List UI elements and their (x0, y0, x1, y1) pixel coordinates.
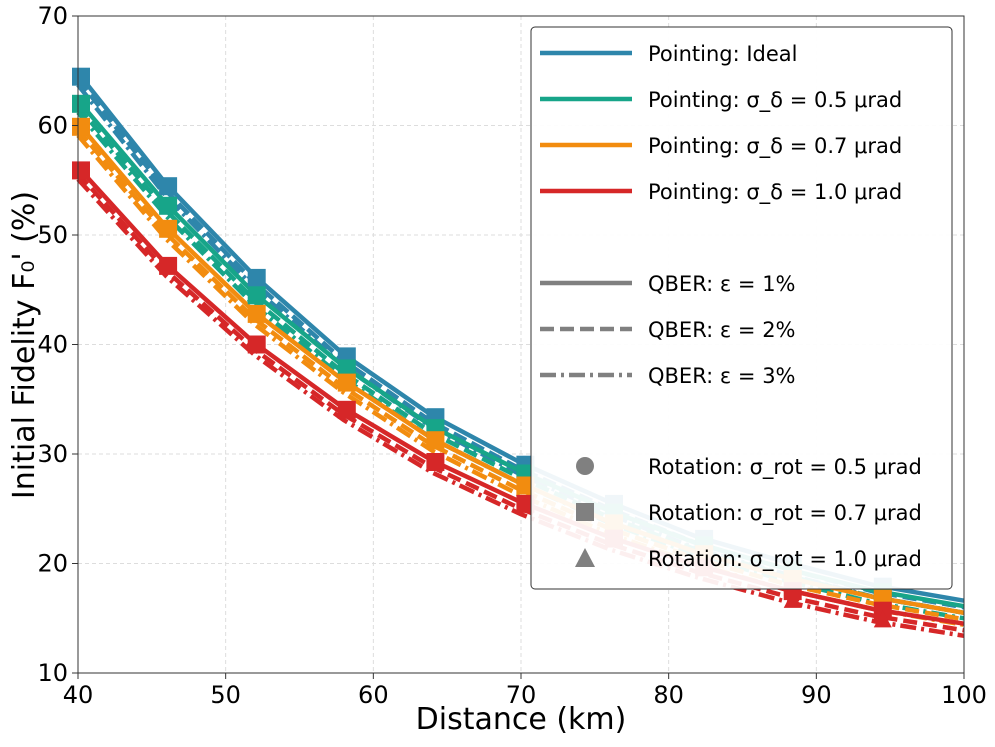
series-marker-square (247, 286, 266, 305)
series-marker-square (72, 161, 90, 180)
legend-label-rotation: Rotation: σ_rot = 1.0 μrad (648, 547, 922, 572)
legend-marker-square (576, 503, 594, 521)
legend-marker-triangle (575, 548, 595, 567)
legend-label-pointing: Pointing: Ideal (648, 42, 798, 66)
series-line-3-qber-2 (76, 128, 965, 622)
series-marker-square (159, 256, 178, 275)
legend-marker-circle (576, 457, 594, 475)
series-marker-square (247, 268, 266, 287)
series-marker-square (247, 304, 266, 323)
x-axis-label: Distance (km) (416, 702, 627, 737)
y-tick-label: 20 (37, 550, 68, 578)
series-marker-square (516, 476, 535, 495)
legend-label-qber: QBER: ε = 2% (648, 318, 796, 342)
x-tick-label: 100 (941, 681, 987, 709)
legend-label-rotation: Rotation: σ_rot = 0.7 μrad (648, 501, 922, 526)
legend-label-rotation: Rotation: σ_rot = 0.5 μrad (648, 455, 922, 480)
y-tick-label: 70 (37, 2, 68, 30)
legend-label-pointing: Pointing: σ_δ = 1.0 μrad (648, 180, 902, 205)
legend-label-qber: QBER: ε = 3% (648, 364, 796, 388)
x-tick-label: 50 (210, 681, 241, 709)
series-marker-square (337, 400, 356, 419)
series-marker-square (337, 359, 356, 378)
legend: Pointing: Ideal Pointing: σ_δ = 0.5 μrad P… (530, 26, 953, 590)
series-line-3-qber-3 (76, 133, 965, 628)
x-tick-label: 40 (63, 681, 94, 709)
y-tick-label: 50 (37, 221, 68, 249)
x-tick-label: 70 (506, 681, 537, 709)
legend-label-qber: QBER: ε = 1% (648, 272, 796, 296)
legend-box (530, 26, 953, 590)
y-tick-label: 30 (37, 440, 68, 468)
series-line-4-qber-3 (76, 177, 965, 639)
y-tick-label: 60 (37, 112, 68, 140)
series-marker-square (72, 117, 90, 136)
legend-label-pointing: Pointing: σ_δ = 0.7 μrad (648, 134, 902, 159)
series-marker-square (516, 494, 535, 513)
series-marker-square (247, 335, 266, 354)
x-tick-label: 80 (653, 681, 684, 709)
x-tick-label: 60 (358, 681, 389, 709)
series-marker-triangle (873, 610, 892, 628)
y-tick-label: 40 (37, 331, 68, 359)
legend-label-pointing: Pointing: σ_δ = 0.5 μrad (648, 88, 902, 113)
series-marker-square (426, 453, 445, 471)
tick-layer: 40 50 60 70 80 90 100 10 20 30 40 50 60 70 (37, 2, 986, 709)
x-tick-label: 90 (801, 681, 832, 709)
series-marker-triangle (783, 590, 802, 608)
series-marker-square (72, 67, 90, 86)
y-tick-label: 10 (37, 659, 68, 687)
series-marker-square (337, 373, 356, 392)
series-marker-square (159, 196, 178, 215)
series-marker-square (426, 431, 445, 450)
series-marker-square (159, 219, 178, 238)
y-axis-label: Initial Fidelity F₀' (%) (7, 191, 42, 499)
series-marker-square (72, 94, 90, 113)
series-marker-square (159, 177, 178, 196)
